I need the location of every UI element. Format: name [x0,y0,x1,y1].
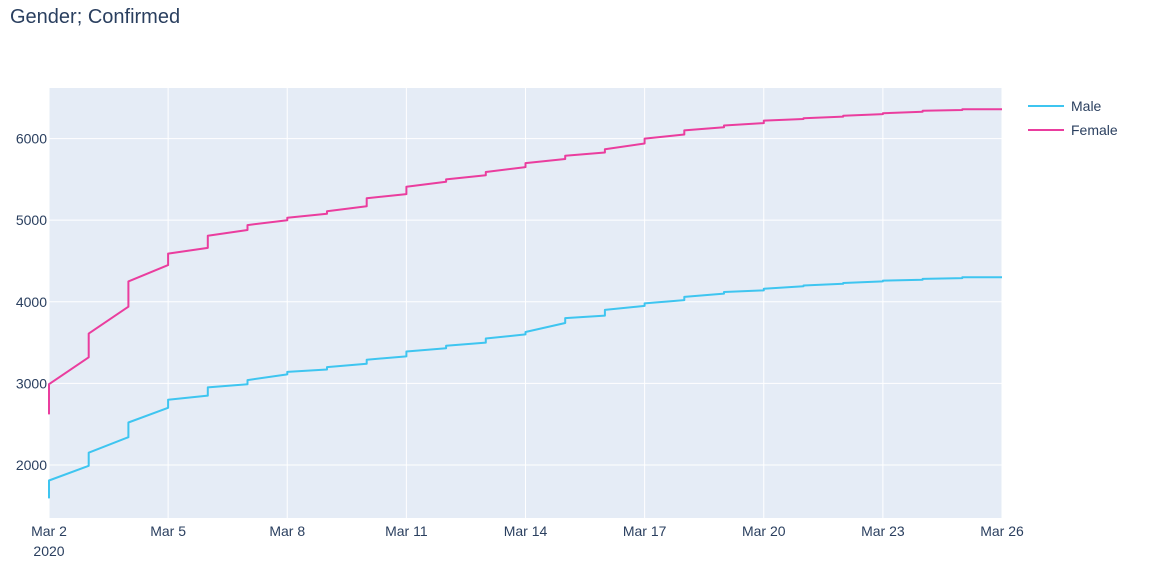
y-tick-label: 3000 [16,375,47,391]
series-line-female [48,108,1002,415]
x-tick-label: Mar 23 [861,523,905,539]
axis-tick-labels: Mar 2 2020 Mar 5 Mar 8 Mar 11 Mar 14 Mar 17 Mar… [16,131,1024,559]
chart-title: Gender; Confirmed [10,6,181,28]
series-layer [48,108,1002,499]
x-tick-sublabel: 2020 [33,543,64,559]
legend-label-male: Male [1071,98,1102,114]
x-tick-label: Mar 5 [150,523,186,539]
legend-label-female: Female [1071,122,1118,138]
y-tick-label: 6000 [16,131,47,147]
x-tick-label: Mar 26 [980,523,1024,539]
x-tick-label: Mar 11 [385,523,428,539]
y-tick-label: 4000 [16,294,47,310]
x-tick-label: Mar 8 [269,523,305,539]
x-tick-label: Mar 20 [742,523,786,539]
legend: Male Female [1028,98,1118,138]
x-tick-label: Mar 14 [504,523,548,539]
y-tick-label: 2000 [16,457,47,473]
x-tick-label: Mar 2 [31,523,67,539]
series-line-male [48,276,1002,499]
x-tick-label: Mar 17 [623,523,667,539]
y-tick-label: 5000 [16,212,47,228]
